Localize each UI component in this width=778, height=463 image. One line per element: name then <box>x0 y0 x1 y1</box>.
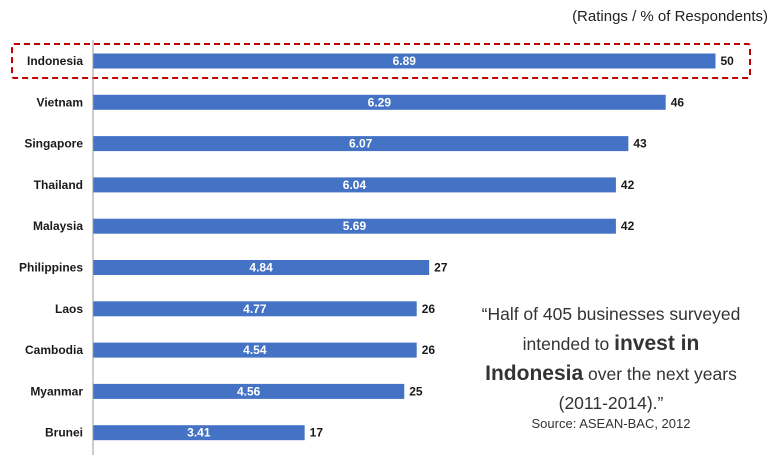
rating-label-singapore: 6.07 <box>349 137 373 151</box>
quote-bold-2: Indonesia <box>485 362 584 385</box>
rating-label-cambodia: 4.54 <box>243 343 267 357</box>
percent-label-brunei: 17 <box>310 426 324 440</box>
percent-label-cambodia: 26 <box>422 343 436 357</box>
bar-thailand <box>93 177 616 193</box>
category-label-philippines: Philippines <box>19 261 83 275</box>
bar-brunei <box>93 425 305 441</box>
rating-label-brunei: 3.41 <box>187 426 211 440</box>
rating-label-malaysia: 5.69 <box>343 219 367 233</box>
bar-laos <box>93 301 417 317</box>
category-label-vietnam: Vietnam <box>37 95 83 109</box>
bar-indonesia <box>93 53 716 69</box>
category-label-brunei: Brunei <box>45 426 83 440</box>
percent-label-philippines: 27 <box>434 261 448 275</box>
rating-label-laos: 4.77 <box>243 302 267 316</box>
quote-bold-1: invest in <box>614 332 700 355</box>
category-label-myanmar: Myanmar <box>30 384 83 398</box>
rating-label-vietnam: 6.29 <box>368 95 392 109</box>
bar-singapore <box>93 136 629 152</box>
rating-label-myanmar: 4.56 <box>237 384 261 398</box>
bar-philippines <box>93 260 430 275</box>
bar-malaysia <box>93 218 616 234</box>
percent-label-myanmar: 25 <box>409 384 423 398</box>
category-label-malaysia: Malaysia <box>33 219 83 233</box>
percent-label-thailand: 42 <box>621 178 635 192</box>
category-label-indonesia: Indonesia <box>27 54 83 68</box>
quote-text-2: over the next years (2011-2014).” <box>558 364 737 413</box>
category-label-laos: Laos <box>55 302 83 316</box>
percent-label-singapore: 43 <box>633 137 647 151</box>
highlight-box <box>11 43 751 79</box>
rating-label-indonesia: 6.89 <box>393 54 417 68</box>
rating-label-thailand: 6.04 <box>343 178 367 192</box>
source-note: Source: ASEAN-BAC, 2012 <box>531 416 691 431</box>
bar-vietnam <box>93 94 666 110</box>
category-label-cambodia: Cambodia <box>25 343 83 357</box>
bar-cambodia <box>93 342 417 358</box>
percent-label-laos: 26 <box>422 302 436 316</box>
quote-text-1: “Half of 405 businesses surveyed intende… <box>481 304 741 354</box>
percent-label-indonesia: 50 <box>721 54 735 68</box>
survey-quote: “Half of 405 businesses surveyed intende… <box>462 300 760 418</box>
percent-label-malaysia: 42 <box>621 219 635 233</box>
units-label: (Ratings / % of Respondents) <box>572 8 768 25</box>
category-label-thailand: Thailand <box>34 178 83 192</box>
bar-myanmar <box>93 383 405 399</box>
percent-label-vietnam: 46 <box>671 95 685 109</box>
category-label-singapore: Singapore <box>24 137 83 151</box>
rating-label-philippines: 4.84 <box>249 261 273 275</box>
